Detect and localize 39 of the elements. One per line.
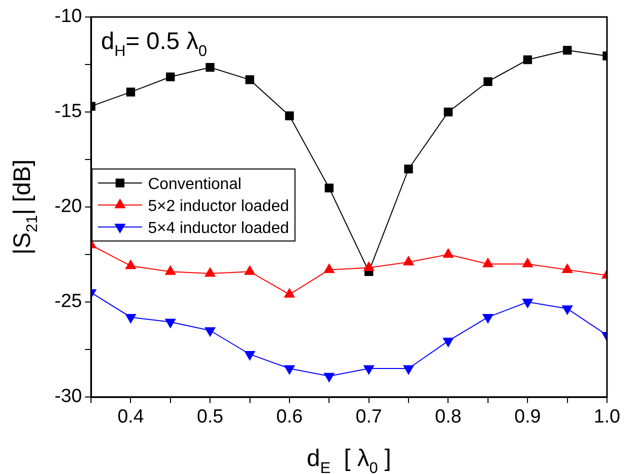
point xyxy=(403,365,414,374)
point xyxy=(244,351,256,360)
point xyxy=(206,62,214,72)
point xyxy=(324,372,334,382)
point xyxy=(284,365,295,374)
point xyxy=(562,305,573,315)
x-tick-label: 0.5 xyxy=(196,406,224,428)
legend-label: 5×2 inductor loaded xyxy=(148,198,289,215)
point xyxy=(523,55,532,64)
y-tick-label: -20 xyxy=(54,196,82,218)
x-tick-label: 1.0 xyxy=(594,406,620,428)
point xyxy=(444,108,453,116)
legend-label: 5×4 inductor loaded xyxy=(148,220,289,237)
point xyxy=(285,111,294,120)
point xyxy=(245,75,254,84)
point xyxy=(482,314,494,324)
x-tick-label: 0.8 xyxy=(435,406,462,428)
y-tick-label: -10 xyxy=(54,6,82,28)
point xyxy=(484,77,492,86)
point xyxy=(125,314,136,324)
x-tick-label: 0.7 xyxy=(356,406,382,428)
point xyxy=(364,365,374,374)
point xyxy=(562,46,572,55)
point xyxy=(404,164,413,174)
y-tick-label: -15 xyxy=(54,101,82,122)
x-tick-label: 0.9 xyxy=(514,406,541,428)
x-tick-label: 0.6 xyxy=(276,406,303,428)
x-tick-label: 0.4 xyxy=(117,406,144,428)
point xyxy=(204,327,216,336)
y-axis-title: |S21| [dB] xyxy=(9,159,42,255)
y-tick-label: -30 xyxy=(54,386,82,408)
point xyxy=(126,88,136,96)
point xyxy=(324,184,334,192)
point xyxy=(522,298,533,308)
point xyxy=(166,72,175,82)
legend-label: Conventional xyxy=(148,176,242,193)
y-tick-label: -25 xyxy=(54,291,82,312)
point xyxy=(165,318,176,328)
point xyxy=(442,338,454,347)
